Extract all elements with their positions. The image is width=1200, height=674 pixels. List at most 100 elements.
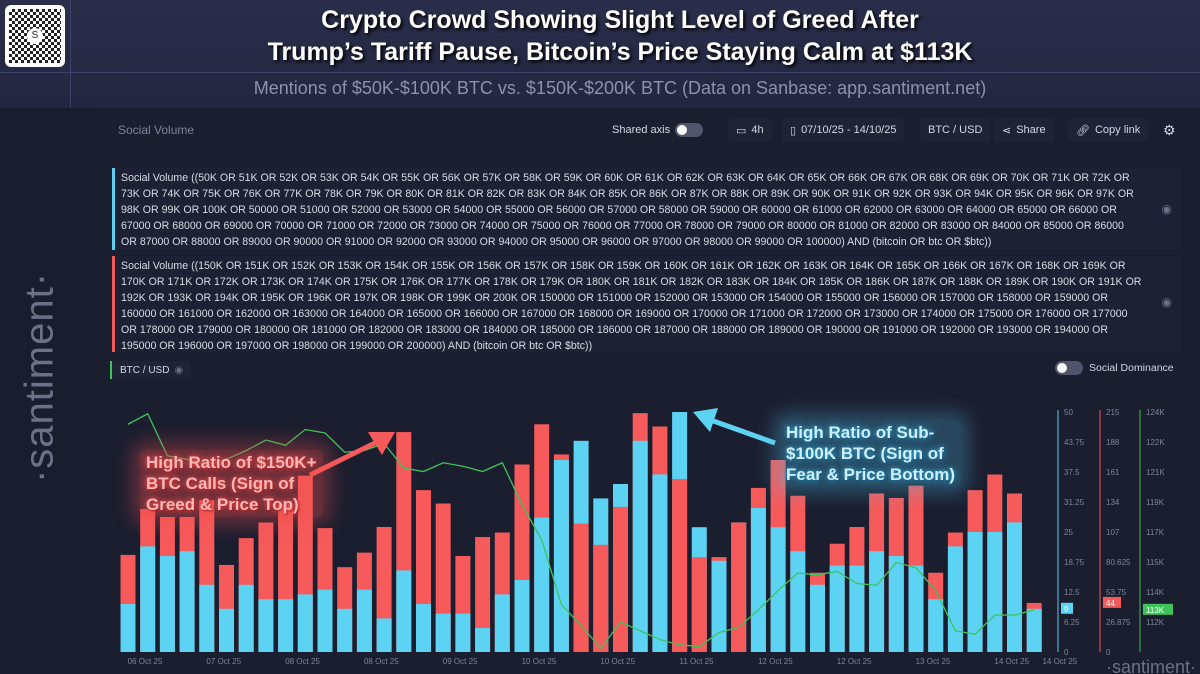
arrowhead-blue-icon — [693, 408, 718, 432]
pair-button[interactable]: BTC / USD — [920, 118, 991, 142]
bar-red — [731, 522, 747, 652]
x-tick-label: 13 Oct 25 — [916, 657, 951, 666]
share-button[interactable]: ⋖ Share — [994, 118, 1054, 142]
shared-axis-label: Shared axis — [612, 124, 671, 136]
copy-link-label: Copy link — [1094, 124, 1141, 136]
y-tick-label: 0 — [1106, 648, 1111, 657]
y-tick-label: 50 — [1064, 408, 1073, 417]
last-value-badge — [1103, 596, 1121, 608]
query-social-volume-150k-plus[interactable]: Social Volume ((150K OR 151K OR 152K OR … — [112, 256, 1182, 352]
bar-blue — [416, 604, 431, 652]
gear-icon: ⚙ — [1163, 121, 1176, 138]
bar-red — [573, 523, 589, 652]
bar-red — [691, 557, 707, 652]
y-tick-label: 18.75 — [1064, 558, 1085, 567]
bar-blue — [987, 532, 1003, 652]
interval-button[interactable]: ▭ 4h — [728, 118, 772, 142]
annotation-greed: High Ratio of $150K+ BTC Calls (Sign of Gr… — [140, 450, 323, 517]
eye-icon[interactable]: ◉ — [1161, 201, 1172, 216]
bar-blue — [297, 594, 313, 652]
btc-usd-label: BTC / USD — [120, 364, 170, 376]
header — [0, 0, 1200, 108]
bar-red — [475, 537, 491, 652]
query-text: Social Volume ((50K OR 51K OR 52K OR 53K… — [121, 172, 1134, 248]
toggle-switch[interactable] — [1055, 361, 1083, 375]
santiment-watermark: ·santiment· — [1106, 657, 1196, 674]
toggle-switch[interactable] — [675, 123, 704, 137]
y-tick-label: 215 — [1106, 408, 1120, 417]
copy-link-button[interactable]: 🔗︎ Copy link — [1068, 118, 1149, 142]
bar-blue — [711, 560, 727, 652]
bar-blue — [159, 556, 175, 652]
btc-price-line — [127, 412, 1035, 650]
social-dominance-label: Social Dominance — [1089, 362, 1174, 374]
y-tick-label: 119K — [1146, 498, 1165, 507]
bar-blue — [337, 608, 353, 652]
y-tick-label: 161 — [1106, 468, 1120, 477]
y-tick-label: 114K — [1146, 588, 1165, 597]
bar-blue — [238, 584, 254, 652]
bar-blue — [652, 474, 668, 652]
x-tick-label: 14 Oct 25 — [1042, 657, 1077, 666]
bar-blue — [278, 599, 294, 652]
qr-code-icon: S — [5, 5, 65, 67]
y-tick-label: 53.75 — [1106, 588, 1127, 597]
y-tick-label: 26.875 — [1106, 618, 1131, 627]
y-tick-label: 188 — [1106, 438, 1120, 447]
bar-blue — [494, 594, 510, 652]
bar-blue — [534, 517, 550, 652]
y-tick-label: 43.75 — [1064, 438, 1085, 447]
x-tick-label: 09 Oct 25 — [443, 657, 478, 666]
bar-blue — [455, 613, 471, 652]
eye-icon[interactable]: ◉ — [174, 364, 184, 376]
bar-blue — [1007, 522, 1022, 652]
calendar-icon: ▭ — [736, 124, 747, 137]
query-social-volume-sub100k[interactable]: Social Volume ((50K OR 51K OR 52K OR 53K… — [112, 168, 1182, 250]
annotation-fear: High Ratio of Sub- $100K BTC (Sign of Fear… — [780, 420, 962, 487]
annotation-line: BTC Calls (Sign of — [146, 474, 295, 493]
x-tick-label: 06 Oct 25 — [128, 657, 163, 666]
annotation-line: High Ratio of Sub- — [786, 423, 935, 442]
shared-axis-toggle[interactable]: Shared axis — [604, 118, 711, 142]
bar-blue — [435, 613, 451, 652]
divider — [0, 72, 1200, 73]
last-value-badge — [1061, 602, 1073, 614]
bar-blue — [829, 565, 845, 652]
panel-label: Social Volume — [118, 123, 195, 137]
date-range-label: 07/10/25 - 14/10/25 — [801, 124, 897, 136]
x-tick-label: 08 Oct 25 — [285, 657, 320, 666]
date-range-button[interactable]: ▯ 07/10/25 - 14/10/25 — [782, 118, 905, 142]
bar-blue — [199, 584, 215, 652]
y-tick-label: 0 — [1064, 648, 1069, 657]
page-title: Crypto Crowd Showing Slight Level of Gre… — [110, 4, 1130, 68]
settings-button[interactable]: ⚙ — [1155, 118, 1184, 142]
bar-blue — [928, 599, 944, 652]
bar-red — [593, 544, 609, 652]
y-tick-label: 117K — [1146, 528, 1165, 537]
x-tick-label: 11 Oct 25 — [679, 657, 714, 666]
bar-blue — [553, 460, 569, 652]
bar-blue — [888, 556, 904, 652]
x-tick-label: 14 Oct 25 — [994, 657, 1029, 666]
y-tick-label: 115K — [1146, 558, 1165, 567]
y-tick-label: 6.25 — [1064, 618, 1080, 627]
x-tick-label: 10 Oct 25 — [600, 657, 635, 666]
btc-usd-metric-chip[interactable]: BTC / USD ◉ — [110, 361, 192, 379]
last-value-label: 9 — [1064, 605, 1069, 614]
bar-blue — [258, 599, 274, 652]
calendar-icon: ▯ — [790, 124, 797, 137]
social-dominance-toggle[interactable]: Social Dominance — [1055, 361, 1174, 375]
share-icon: ⋖ — [1002, 124, 1012, 137]
bar-blue — [790, 551, 806, 652]
eye-icon[interactable]: ◉ — [1161, 295, 1172, 310]
y-tick-label: 121K — [1146, 468, 1165, 477]
annotation-line: High Ratio of $150K+ — [146, 453, 317, 472]
bar-blue — [376, 618, 392, 652]
annotation-line: Greed & Price Top) — [146, 495, 299, 514]
arrow-red — [308, 435, 387, 478]
bar-blue — [219, 608, 234, 652]
last-value-badge — [1143, 603, 1173, 615]
bar-blue — [869, 551, 885, 652]
y-tick-label: 107 — [1106, 528, 1120, 537]
bar-red — [672, 478, 688, 652]
